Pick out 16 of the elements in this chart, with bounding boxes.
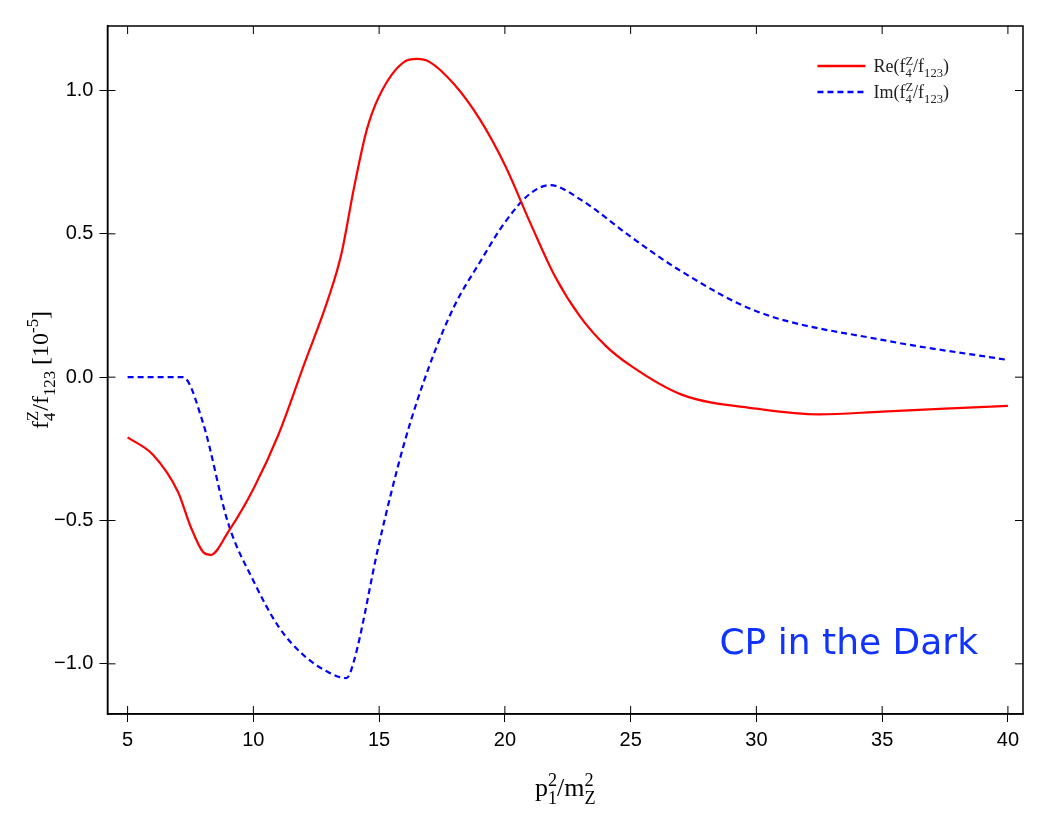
y-tick-label: 0.5 (65, 221, 94, 244)
x-tick-label: 10 (242, 727, 265, 750)
x-tick-label: 35 (871, 727, 894, 750)
y-tick-label: 1.0 (65, 78, 94, 101)
annotation: CP in the Dark (719, 621, 979, 662)
x-tick-label: 30 (745, 727, 768, 750)
x-tick-label: 20 (493, 727, 516, 750)
x-tick-label: 25 (619, 727, 642, 750)
line-series (126, 57, 1010, 556)
x-tick-label: 5 (122, 727, 134, 750)
x-tick-label: 40 (996, 727, 1020, 750)
y-tick-label: 0.0 (65, 364, 94, 387)
y-tick-label: −0.5 (54, 508, 94, 531)
y-tick-label: −1.0 (54, 651, 94, 674)
x-tick-label: 15 (367, 727, 391, 750)
y-axis-title: f4Z/f123 [10-5] (23, 310, 60, 430)
